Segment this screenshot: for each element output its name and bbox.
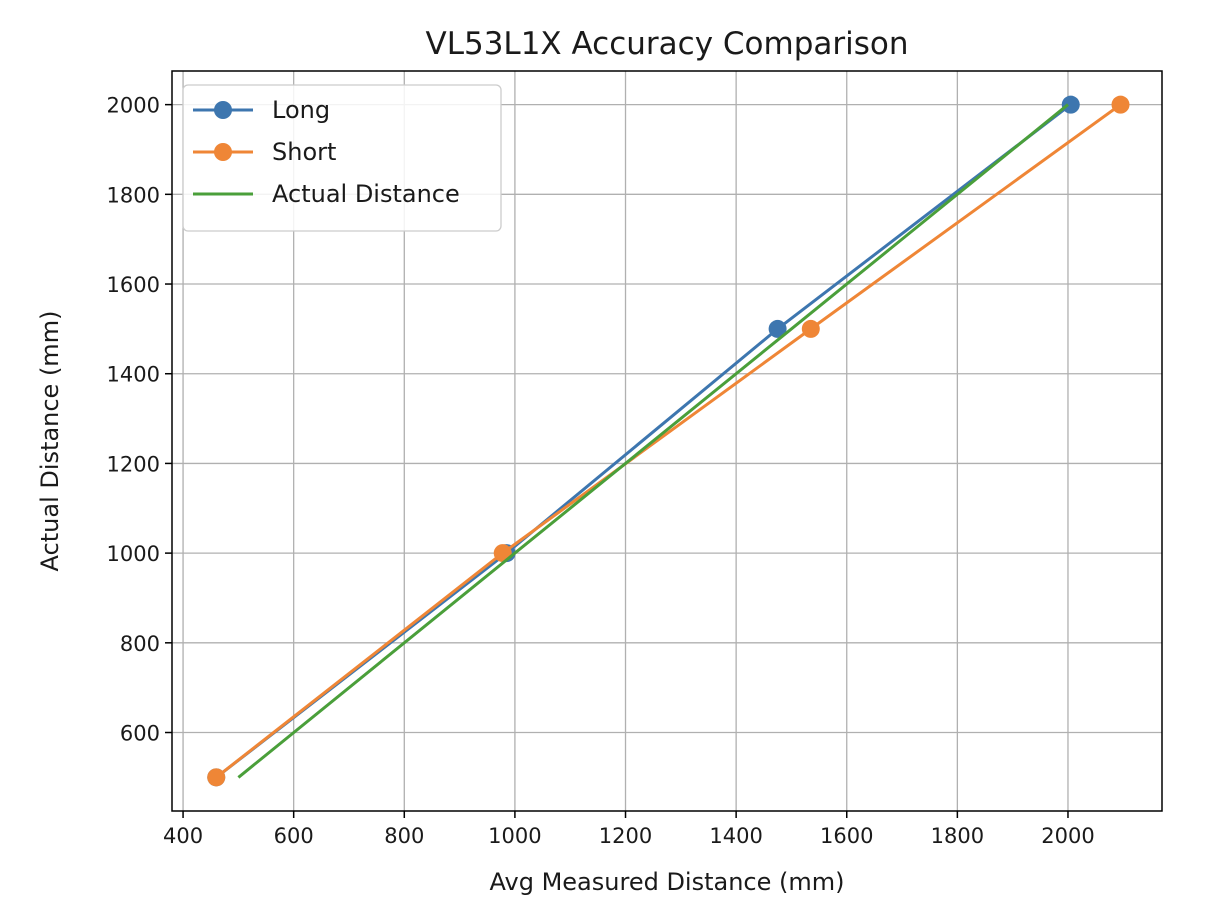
y-axis-label: Actual Distance (mm) — [36, 311, 64, 572]
legend-label-long: Long — [272, 96, 330, 124]
legend-item-short: Short — [193, 138, 336, 166]
legend-label-short: Short — [272, 138, 336, 166]
x-tick-label: 1800 — [931, 824, 984, 848]
series-actual-distance — [237, 103, 1069, 779]
series-line-actual-distance — [237, 103, 1069, 779]
x-tick-label: 1600 — [820, 824, 873, 848]
x-tick-label: 600 — [274, 824, 314, 848]
x-tick-label: 1400 — [709, 824, 762, 848]
y-tick-label: 600 — [120, 722, 160, 746]
x-axis-label: Avg Measured Distance (mm) — [490, 868, 845, 896]
chart-title: VL53L1X Accuracy Comparison — [426, 26, 909, 62]
y-tick-label: 1200 — [107, 452, 160, 476]
data-point-short — [801, 319, 820, 338]
data-point-short — [1111, 95, 1130, 114]
x-tick-label: 1000 — [488, 824, 541, 848]
legend-item-actual-distance: Actual Distance — [193, 180, 460, 208]
series-line-short — [215, 103, 1122, 779]
y-tick-label: 2000 — [107, 94, 160, 118]
data-point-long — [768, 319, 787, 338]
x-tick-label: 400 — [163, 824, 203, 848]
y-tick-label: 1000 — [107, 542, 160, 566]
y-tick-label: 1600 — [107, 273, 160, 297]
x-tick-label: 800 — [384, 824, 424, 848]
series-layer — [207, 95, 1130, 787]
legend: Long Short Actual Distance — [182, 84, 502, 232]
grid — [172, 71, 1162, 811]
x-tick-label: 2000 — [1041, 824, 1094, 848]
x-tick-label: 1200 — [599, 824, 652, 848]
legend-item-long: Long — [193, 96, 330, 124]
y-tick-label: 1400 — [107, 363, 160, 387]
axis-ticks: 400 600 800 1000 1200 1400 1600 1800 2000 600 800 1… — [107, 94, 1095, 848]
y-tick-label: 1800 — [107, 183, 160, 207]
plot-frame — [171, 70, 1163, 812]
legend-marker-long — [214, 101, 232, 119]
data-point-short — [207, 768, 226, 787]
legend-label-actual-distance: Actual Distance — [272, 180, 460, 208]
legend-box — [182, 84, 502, 232]
data-point-long — [1061, 95, 1080, 114]
legend-marker-short — [214, 143, 232, 161]
y-tick-label: 800 — [120, 632, 160, 656]
